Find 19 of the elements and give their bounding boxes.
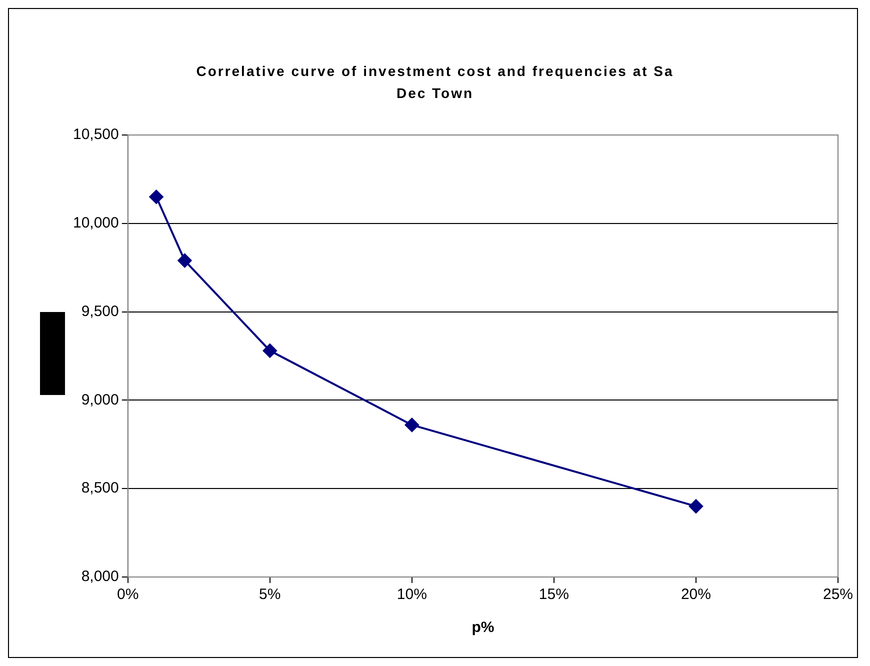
x-tick-label: 10%	[396, 586, 427, 604]
point	[404, 418, 419, 432]
x-tick-label: 20%	[680, 586, 711, 604]
x-tick-label: 25%	[822, 586, 854, 604]
chart-title: Correlative curve of investment cost and frequencies at Sa Dec Town	[195, 62, 675, 103]
point	[149, 190, 164, 204]
point	[688, 499, 703, 514]
x-tick-label: 0%	[117, 586, 139, 604]
y-tick-label: 8,500	[81, 480, 119, 497]
x-tick-label: 5%	[259, 586, 281, 604]
y-tick-label: 9,500	[81, 302, 119, 320]
point	[178, 254, 192, 268]
point	[262, 344, 277, 358]
y-tick-label: 10,000	[72, 214, 119, 232]
x-tick-label: 15%	[538, 586, 569, 604]
x-axis-title: p%	[472, 619, 494, 636]
y-tick-label: 10,500	[72, 126, 119, 144]
y-tick-label: 8,000	[81, 568, 119, 586]
y-tick-label: 9,000	[81, 391, 119, 408]
